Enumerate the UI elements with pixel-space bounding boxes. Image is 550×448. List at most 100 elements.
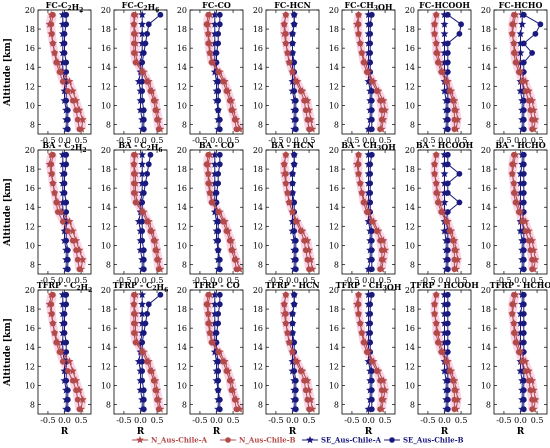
point-n_a [430,20,439,28]
point-n_a [432,290,441,299]
panel-title: BA - HCHO [495,140,545,150]
x-tick-label: 0.5 [531,136,544,145]
y-tick-label: 10 [101,101,111,110]
x-tick-label: 0.0 [514,136,527,145]
point-se_a [214,125,223,133]
legend-label: SE_Aus-Chile-A [321,436,382,445]
point-n_a [379,395,388,404]
point-se_a [138,39,147,47]
y-tick-label: 16 [25,44,35,53]
y-tick-label: 16 [405,44,415,53]
point-n_b [74,256,81,263]
point-n_a [220,217,229,225]
point-n_a [229,385,238,394]
point-n_a [215,207,224,216]
y-tick-label: 14 [25,203,35,212]
point-n_a [209,58,218,66]
point-se_a [518,150,527,159]
point-n_a [280,160,289,168]
point-n_a [438,67,447,76]
point-se_a [364,48,373,57]
panel-title: FC-C2H2 [46,0,84,14]
point-se_b [216,301,223,308]
point-n_a [306,115,315,124]
point-se_a [138,179,147,187]
point-se_a [210,10,219,19]
point-se_b [216,151,223,158]
point-n_a [65,357,74,365]
legend-star-icon [306,436,314,444]
point-n_a [374,226,383,235]
point-se_b [144,170,151,177]
point-n_a [57,67,66,76]
point-se_a [518,236,527,245]
y-tick-label: 10 [177,381,187,390]
panel-title: FC-C2H6 [122,0,160,14]
y-tick-label: 16 [101,44,111,53]
y-tick-label: 12 [101,82,111,91]
y-tick-label: 20 [25,286,35,295]
point-se_a [516,319,525,327]
y-tick-label: 12 [177,222,187,231]
point-se_a [212,376,221,385]
y-tick-label: 10 [481,101,491,110]
panel-title: BA - CH3OH [341,140,396,152]
point-n_a [511,328,520,337]
point-n_a [381,385,390,394]
point-se_a [60,96,69,105]
point-n_a [205,179,214,187]
legend-item-0: N_Aus-Chile-A [132,436,208,445]
point-se_a [440,10,449,19]
point-n_a [438,347,447,356]
point-se_a [210,48,219,57]
point-n_a [53,198,62,206]
point-n_a [447,226,456,235]
y-tick-label: 14 [177,203,187,212]
point-se_a [290,405,299,413]
point-n_a [232,395,241,404]
point-se_a [440,309,449,318]
point-n_b [64,228,71,234]
y-tick-label: 12 [25,222,35,231]
point-se_a [518,255,527,264]
y-tick-label: 16 [253,324,263,333]
x-tick-label: 0.5 [379,276,392,285]
point-se_a [364,405,373,413]
point-se_a [442,405,451,413]
y-tick-label: 12 [101,362,111,371]
y-tick-label: 18 [329,165,339,174]
point-se_a [442,255,451,264]
point-se_a [518,290,527,299]
point-n_a [75,105,84,114]
point-n_a [224,86,233,95]
point-se_a [442,385,451,394]
point-se_a [58,169,67,178]
point-n_a [379,96,388,105]
point-n_a [220,77,229,85]
point-se_a [516,188,525,197]
y-tick-label: 10 [25,381,35,390]
point-n_a [379,115,388,124]
point-n_a [435,58,444,66]
point-n_a [48,39,57,47]
point-se_a [136,236,145,245]
x-tick-label: 0.0 [286,276,299,285]
y-tick-label: 16 [101,184,111,193]
point-n_a [352,300,361,308]
point-se_a [290,10,299,19]
point-se_a [136,385,145,394]
point-se_a [136,105,145,114]
point-n_b [59,78,66,85]
y-tick-label: 12 [481,362,491,371]
point-se_a [364,300,373,308]
y-tick-label: 18 [101,25,111,34]
point-n_a [521,217,530,225]
point-se_a [364,319,373,327]
point-se_a [518,10,527,19]
x-axis-label: R [213,427,221,437]
point-n_a [354,29,363,38]
y-tick-label: 10 [101,241,111,250]
legend-item-3: SE_Aus-Chile-B [384,436,464,445]
y-tick-label: 18 [481,25,491,34]
